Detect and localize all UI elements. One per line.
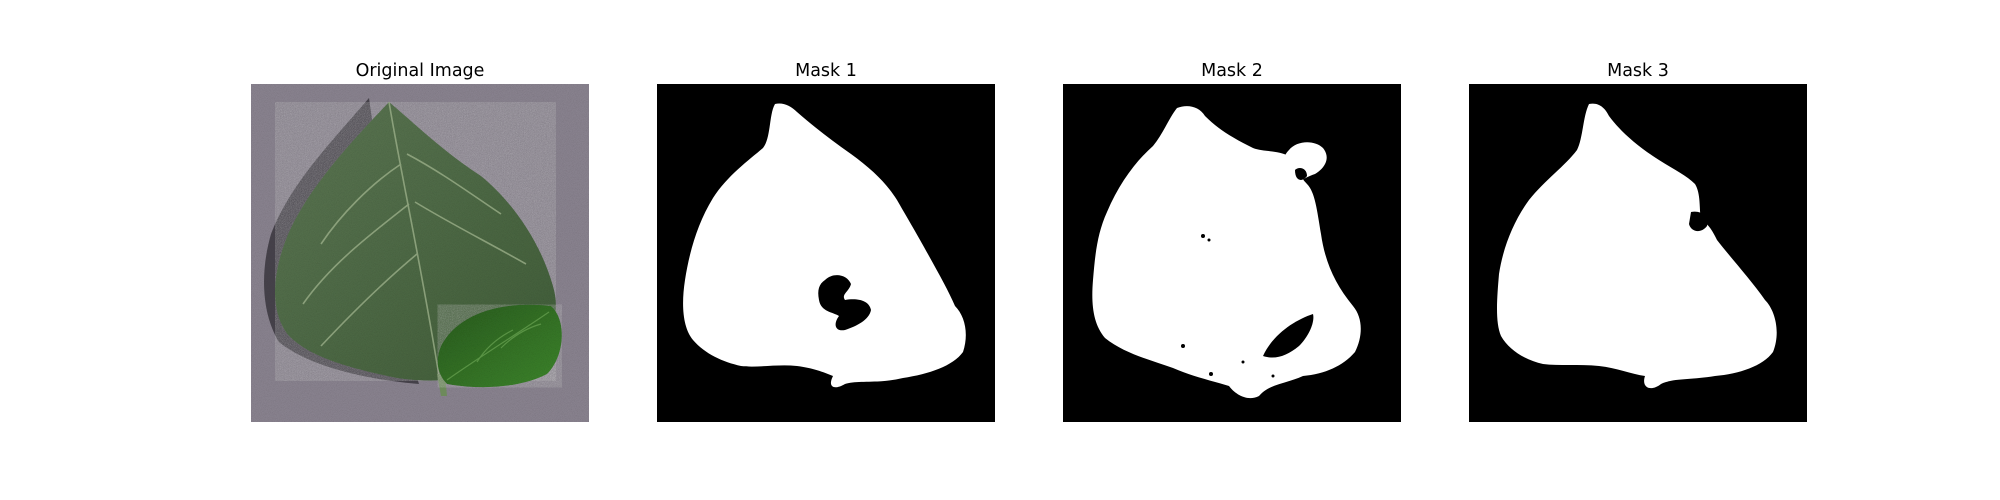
mask-hole: [1263, 314, 1314, 358]
mask-hole: [818, 275, 871, 331]
panel-mask-2: Mask 2: [1063, 58, 1401, 422]
mask-1-image: [657, 84, 995, 422]
panel-mask-3: Mask 3: [1469, 58, 1807, 422]
panel-title: Mask 2: [1201, 61, 1263, 81]
mask-upper-gap: [1295, 168, 1307, 180]
mask-upper-lobe: [1283, 142, 1327, 192]
panel-mask-1: Mask 1: [657, 58, 995, 422]
small-leaf-veins: [446, 311, 550, 381]
panel-title: Mask 3: [1607, 61, 1669, 81]
mask-leaf-region: [1497, 103, 1777, 389]
panel-original-image: Original Image: [251, 58, 589, 422]
mask-noise-specks: [1181, 234, 1275, 378]
mask-notch: [1689, 211, 1708, 232]
panel-title: Mask 1: [795, 61, 857, 81]
mask-2-image: [1063, 84, 1401, 422]
leaf-veins: [302, 101, 527, 377]
small-leaf: [437, 304, 562, 388]
mask-leaf-region: [683, 103, 966, 388]
panel-title: Original Image: [355, 61, 485, 81]
mask-3-image: [1469, 84, 1807, 422]
original-leaf-photo: [251, 84, 589, 422]
